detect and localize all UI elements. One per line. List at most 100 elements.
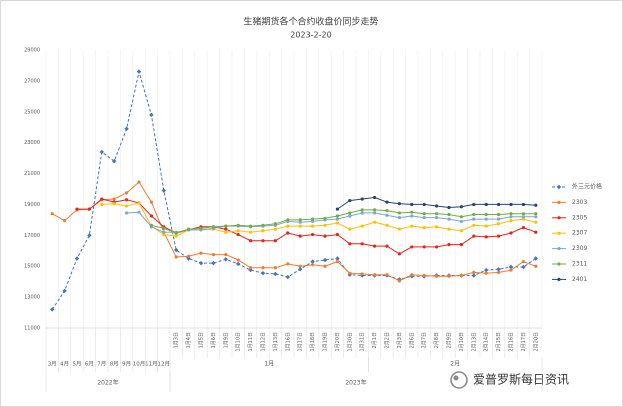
data-point (335, 207, 339, 211)
x-tick-label: 2月15日 (496, 332, 502, 352)
x-tick-label: 1月11日 (248, 332, 254, 352)
data-point (459, 273, 463, 278)
data-point (385, 209, 389, 213)
data-point (385, 273, 389, 277)
data-point (447, 205, 451, 210)
data-point (174, 231, 178, 235)
data-point (348, 227, 352, 231)
y-tick-label: 25000 (24, 109, 40, 115)
data-point (335, 232, 339, 237)
data-point (74, 256, 80, 261)
data-point (422, 226, 426, 230)
data-point (360, 208, 364, 212)
data-point (311, 217, 315, 221)
data-point (496, 267, 501, 272)
legend-label: 2303 (572, 199, 587, 206)
data-point (335, 214, 339, 218)
data-point (174, 247, 179, 253)
data-point (508, 264, 514, 270)
series-line (101, 202, 536, 237)
data-point (373, 195, 377, 200)
data-point (533, 256, 538, 261)
data-point (161, 188, 166, 193)
series-line (51, 181, 536, 282)
data-point (484, 217, 488, 221)
data-point (249, 239, 253, 243)
data-point (471, 273, 476, 278)
data-point (162, 230, 166, 234)
data-point (521, 215, 526, 219)
data-point (261, 266, 265, 270)
data-point (360, 242, 364, 246)
data-point (373, 273, 377, 277)
data-point (112, 197, 116, 201)
x-tick-label: 1月3日 (174, 332, 180, 348)
x-tick-label: 2月10日 (459, 332, 465, 352)
x-tick-label: 1月31日 (360, 332, 366, 352)
data-point (149, 223, 153, 227)
x-tick-label: 2月14日 (484, 332, 490, 352)
data-point (360, 224, 364, 228)
data-point (335, 259, 339, 264)
legend-marker (557, 231, 561, 235)
data-point (484, 235, 488, 239)
data-point (261, 239, 265, 243)
data-point (137, 210, 141, 214)
legend-marker (557, 262, 561, 266)
data-point (211, 260, 216, 266)
data-point (248, 267, 253, 273)
data-point (397, 215, 401, 220)
data-point (273, 222, 277, 226)
data-point (447, 274, 451, 278)
data-point (410, 245, 414, 249)
data-point (521, 226, 526, 230)
data-point (273, 271, 278, 277)
data-point (348, 211, 352, 215)
data-point (125, 191, 129, 195)
data-point (62, 288, 67, 294)
legend-label: 2311 (572, 261, 587, 268)
data-point (298, 264, 302, 268)
data-point (273, 239, 277, 243)
data-point (224, 230, 228, 234)
data-point (484, 212, 488, 217)
data-point (224, 253, 228, 257)
watermark-icon-dot (453, 375, 459, 381)
data-point (410, 210, 414, 214)
data-point (261, 229, 265, 233)
data-point (323, 264, 327, 268)
x-tick-label: 2月8日 (434, 332, 440, 348)
data-point (149, 200, 153, 204)
data-point (534, 203, 538, 207)
data-point (137, 201, 141, 205)
x-tick-label: 4月 (60, 361, 69, 368)
x-tick-label: 2月16日 (509, 332, 515, 352)
legend-label: 2309 (572, 245, 587, 252)
data-point (298, 224, 302, 228)
x-tick-label: 2月13日 (471, 332, 477, 352)
data-point (186, 256, 191, 261)
data-point (136, 69, 142, 74)
data-point (435, 225, 439, 229)
data-point (472, 270, 476, 274)
data-point (373, 244, 377, 248)
y-tick-label: 21000 (24, 171, 40, 177)
x-tick-label: 10月 (133, 361, 146, 368)
data-point (497, 212, 501, 217)
data-point (50, 307, 55, 312)
data-point (447, 212, 451, 217)
x-tick-label: 9月 (122, 361, 131, 368)
data-point (521, 217, 526, 221)
data-point (125, 204, 129, 208)
data-point (87, 207, 91, 211)
data-point (447, 227, 451, 231)
data-point (509, 268, 513, 272)
data-point (199, 251, 203, 255)
data-point (534, 215, 538, 219)
x-tick-label: 2月7日 (422, 332, 428, 348)
data-point (286, 231, 290, 235)
x-tick-label: 1月17日 (298, 332, 304, 352)
data-point (162, 232, 166, 237)
